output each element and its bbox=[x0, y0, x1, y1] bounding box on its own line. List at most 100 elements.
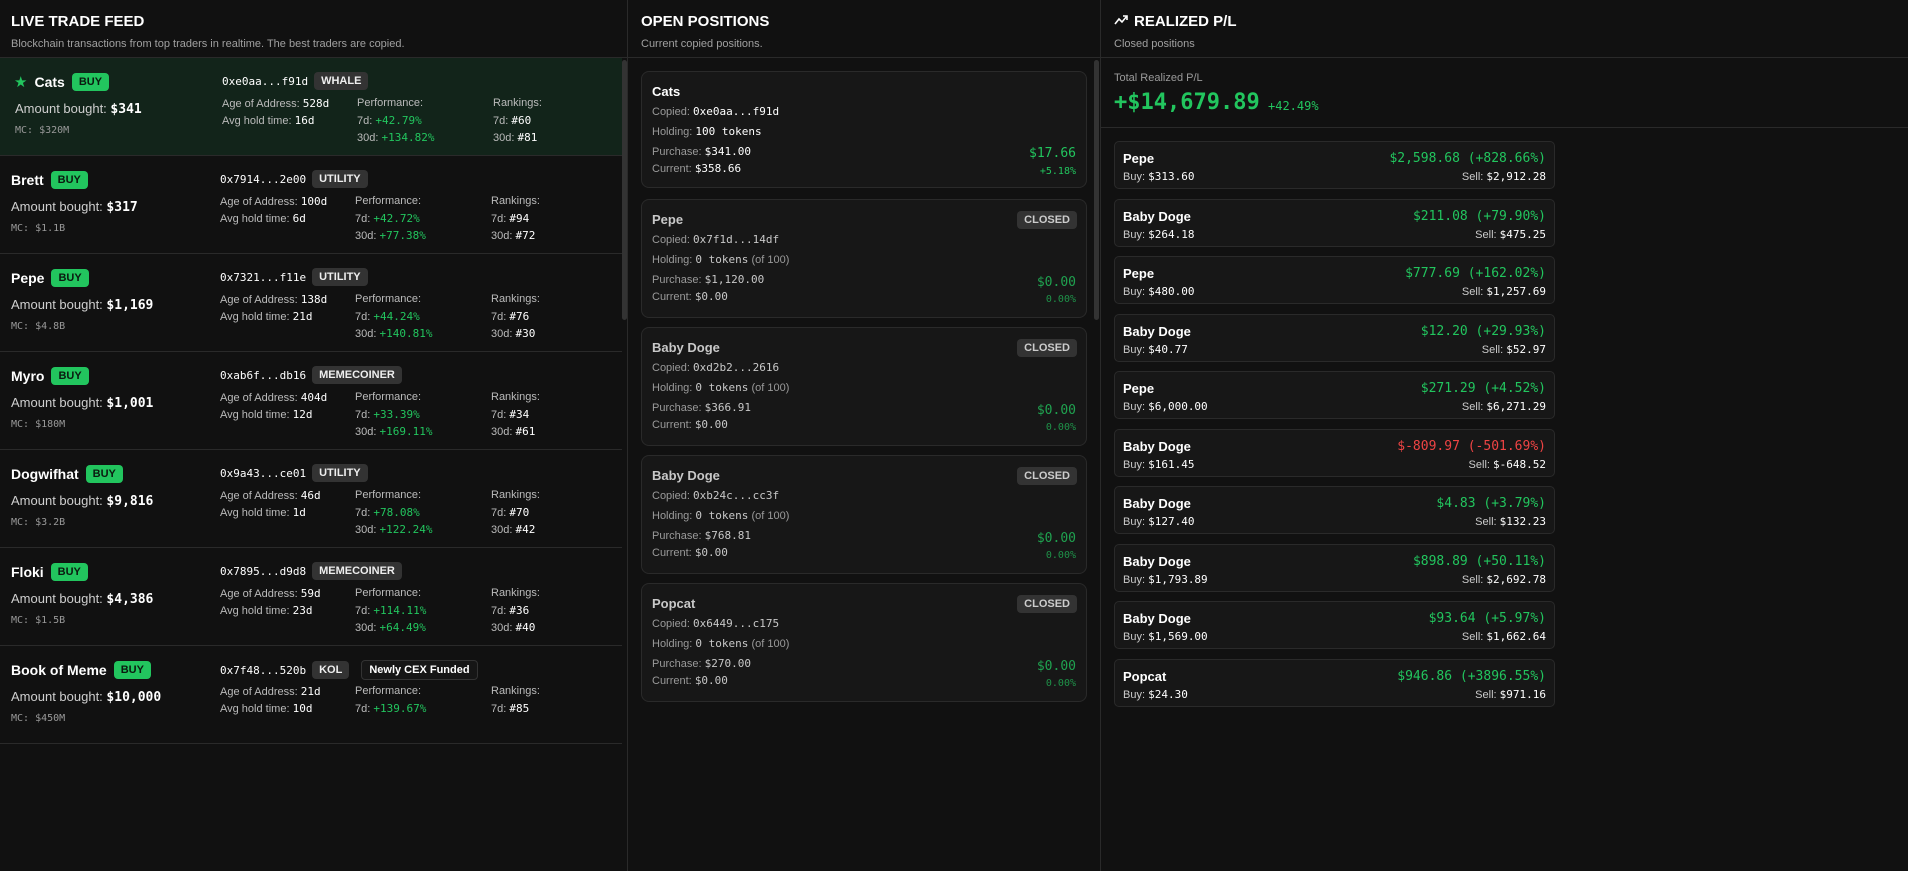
realized-pnl: $211.08 (+79.90%) bbox=[1412, 208, 1546, 224]
holding-label: Holding: bbox=[652, 126, 693, 138]
position-holding: Holding: 0 tokens (of 100) bbox=[652, 637, 789, 650]
trade-head: Myro BUY bbox=[11, 367, 89, 385]
current-label: Current: bbox=[652, 547, 692, 559]
realized-sell: Sell: $1,662.64 bbox=[1462, 630, 1546, 643]
rank-30d-value: #81 bbox=[517, 131, 538, 144]
hold-time-value: 12d bbox=[292, 408, 313, 421]
address-age-value: 100d bbox=[300, 195, 328, 208]
amount: Amount bought: $1,001 bbox=[11, 395, 153, 411]
address-age-value: 21d bbox=[300, 685, 321, 698]
perf-30d-value: +169.11% bbox=[379, 425, 433, 438]
sell-label: Sell: bbox=[1461, 171, 1484, 183]
hold-time: Avg hold time: 10d bbox=[220, 702, 312, 715]
sell-value: $971.16 bbox=[1499, 687, 1546, 701]
amount: Amount bought: $4,386 bbox=[11, 591, 153, 607]
perf-7d: 7d: +42.72% bbox=[355, 212, 420, 225]
perf-7d: 7d: +114.11% bbox=[355, 604, 426, 617]
buy-label: Buy: bbox=[1123, 573, 1146, 586]
rank-7d-value: #85 bbox=[509, 702, 530, 715]
scrollbar bbox=[622, 60, 627, 320]
trade-head: Pepe BUY bbox=[11, 269, 89, 287]
tag: UTILITY bbox=[312, 170, 368, 188]
trade-row: Book of Meme BUY Amount bought: $10,000 MC:… bbox=[0, 646, 622, 744]
perf-30d-label: 30d: bbox=[355, 426, 377, 438]
buy-badge: BUY bbox=[85, 465, 123, 483]
market-cap: MC: $320M bbox=[15, 125, 70, 136]
trade-head: Floki BUY bbox=[11, 563, 88, 581]
hold-time-value: 6d bbox=[292, 212, 306, 225]
performance-label: Performance: bbox=[355, 391, 422, 403]
perf-7d-label: 7d: bbox=[355, 605, 371, 617]
perf-30d: 30d: +134.82% bbox=[357, 131, 434, 144]
token-name: Brett bbox=[11, 172, 44, 188]
market-cap: MC: $1.1B bbox=[11, 223, 66, 234]
rank-7d-label: 7d: bbox=[491, 605, 507, 617]
sell-value: $-648.52 bbox=[1493, 457, 1546, 471]
realized-sell: Sell: $52.97 bbox=[1482, 343, 1546, 356]
amount-value: $10,000 bbox=[106, 690, 162, 705]
total-section: Total Realized P/L +$14,679.89 +42.49% bbox=[1101, 58, 1908, 128]
rankings-label: Rankings: bbox=[491, 489, 540, 501]
address-age: Age of Address: 138d bbox=[220, 293, 327, 306]
hold-time-label: Avg hold time: bbox=[220, 605, 290, 617]
rank-7d-value: #36 bbox=[509, 604, 530, 617]
purchase-label: Purchase: bbox=[652, 530, 702, 542]
sell-label: Sell: bbox=[1481, 343, 1504, 356]
buy-badge: BUY bbox=[71, 73, 110, 91]
realized-pnl: $93.64 (+5.97%) bbox=[1428, 611, 1546, 626]
perf-30d: 30d: +122.24% bbox=[355, 523, 432, 536]
performance-label: Performance: bbox=[355, 587, 422, 599]
purchase-label: Purchase: bbox=[652, 274, 702, 286]
rank-7d-label: 7d: bbox=[491, 507, 507, 519]
perf-7d-label: 7d: bbox=[355, 409, 371, 421]
hold-time: Avg hold time: 21d bbox=[220, 310, 312, 323]
address: 0x7895...d9d8 bbox=[220, 564, 307, 578]
realized-sell: Sell: $-648.52 bbox=[1469, 458, 1546, 471]
address: 0x7914...2e00 bbox=[220, 172, 307, 186]
hold-time-value: 21d bbox=[292, 310, 313, 323]
copied-value: 0x6449...c175 bbox=[692, 617, 780, 630]
buy-value: $264.18 bbox=[1148, 227, 1195, 241]
tag: MEMECOINER bbox=[312, 562, 402, 580]
rank-7d-value: #70 bbox=[509, 506, 530, 519]
position-current: Current: $0.00 bbox=[652, 418, 728, 431]
purchase-value: $1,120.00 bbox=[704, 273, 765, 286]
realized-token: Baby Doge bbox=[1123, 553, 1191, 569]
realized-buy: Buy: $40.77 bbox=[1123, 343, 1188, 356]
buy-value: $24.30 bbox=[1148, 687, 1188, 701]
purchase-value: $270.00 bbox=[704, 657, 751, 670]
perf-7d-value: +42.79% bbox=[375, 114, 422, 127]
purchase-label: Purchase: bbox=[652, 402, 702, 414]
sell-value: $1,662.64 bbox=[1486, 630, 1546, 643]
hold-time: Avg hold time: 12d bbox=[220, 408, 312, 421]
rank-7d: 7d: #36 bbox=[491, 604, 529, 617]
realized-buy: Buy: $127.40 bbox=[1123, 515, 1194, 528]
token-name: Floki bbox=[11, 564, 44, 580]
holding-label: Holding: bbox=[652, 254, 693, 266]
realized-card: Popcat $946.86 (+3896.55%) Buy: $24.30 Sell… bbox=[1114, 658, 1555, 707]
rank-7d-label: 7d: bbox=[491, 311, 507, 323]
realized-pnl: $4.83 (+3.79%) bbox=[1436, 496, 1546, 511]
perf-30d-value: +122.24% bbox=[379, 523, 433, 536]
position-copied: Copied: 0x7f1d...14df bbox=[652, 233, 779, 246]
realized-buy: Buy: $24.30 bbox=[1123, 688, 1188, 701]
rankings-label: Rankings: bbox=[491, 293, 540, 305]
position-pnl: $17.66 bbox=[1029, 146, 1076, 161]
address-age: Age of Address: 404d bbox=[220, 391, 327, 404]
sell-value: $52.97 bbox=[1506, 342, 1546, 356]
token-name: Dogwifhat bbox=[11, 466, 79, 482]
amount-label: Amount bought: bbox=[11, 199, 103, 214]
perf-7d: 7d: +33.39% bbox=[355, 408, 420, 421]
hold-time-value: 23d bbox=[292, 604, 313, 617]
current-label: Current: bbox=[652, 291, 692, 303]
realized-card: Baby Doge $211.08 (+79.90%) Buy: $264.18 Se… bbox=[1114, 198, 1555, 247]
buy-value: $6,000.00 bbox=[1148, 400, 1208, 413]
tag: MEMECOINER bbox=[312, 366, 402, 384]
token-name: Cats bbox=[34, 74, 65, 90]
rank-7d: 7d: #94 bbox=[491, 212, 529, 225]
buy-label: Buy: bbox=[1123, 286, 1146, 298]
address-age-label: Age of Address: bbox=[220, 294, 298, 306]
performance-label: Performance: bbox=[357, 97, 424, 109]
rank-30d-value: #42 bbox=[515, 523, 536, 536]
closed-badge: CLOSED bbox=[1017, 595, 1077, 613]
